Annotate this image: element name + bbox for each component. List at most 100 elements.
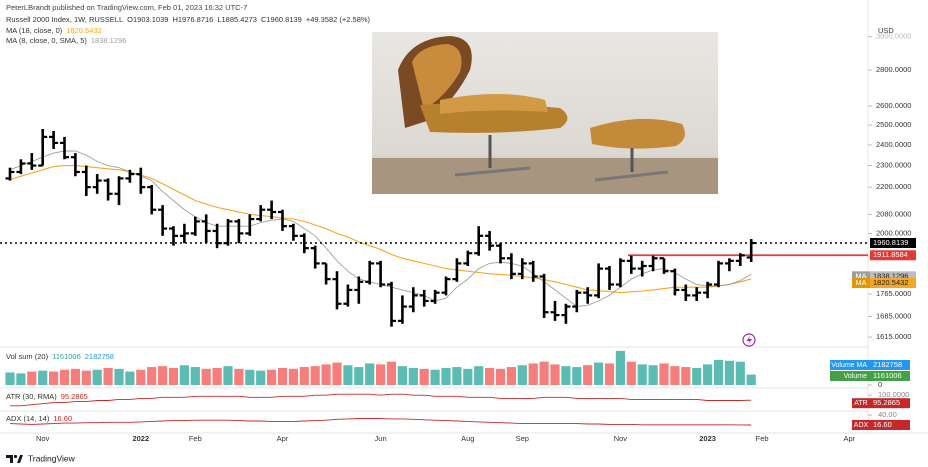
- volume-bar: [594, 362, 604, 385]
- volume-tag-name-box: [830, 371, 870, 381]
- volume-bar: [365, 363, 375, 385]
- volume-ma-tag-name-box: [830, 360, 870, 370]
- volume-bar: [539, 361, 549, 385]
- ma-name: MA (8, close, 0, SMA, 5): [6, 36, 87, 45]
- volume-tag-name: Volume: [844, 373, 867, 380]
- volume-bar: [354, 367, 364, 385]
- embedded-photo: [372, 32, 718, 194]
- volume-bar: [397, 366, 407, 385]
- ma-legend: MA (18, close, 0) 1820.5432: [6, 26, 102, 35]
- volume-bar: [158, 366, 168, 385]
- volume-ma-tag: 2182758: [873, 360, 902, 369]
- volume-bar: [517, 365, 527, 385]
- volume-bar: [615, 350, 625, 385]
- volume-bar: [713, 359, 724, 385]
- event-icon[interactable]: [742, 333, 756, 347]
- x-tick-label: Apr: [277, 434, 289, 443]
- y-tick-label: 2500.0000: [876, 120, 911, 129]
- volume-bar: [201, 368, 211, 385]
- y-tick-label: 0: [878, 380, 882, 389]
- volume-bar: [114, 368, 124, 385]
- volume-bar: [463, 368, 473, 385]
- volume-ma-tag-box: [870, 360, 910, 370]
- volume-bar: [179, 365, 189, 385]
- indicator-value: 95.2865: [61, 392, 88, 401]
- volume-bar: [256, 370, 266, 385]
- volume-bar: [212, 367, 222, 385]
- volume-bar: [70, 368, 80, 385]
- y-tick-label: 1765.0000: [876, 289, 911, 298]
- volume-bar: [550, 364, 560, 385]
- volume-bar: [474, 366, 484, 385]
- volume-title: Vol sum (20): [6, 352, 49, 361]
- volume-bar: [441, 367, 451, 385]
- volume-tag: 1161006: [873, 371, 902, 380]
- ma-tag-name: MA: [855, 278, 866, 287]
- volume-bar: [103, 367, 113, 385]
- volume-bar: [376, 364, 386, 385]
- footer-logo: [6, 454, 23, 463]
- volume-value: 1161006: [52, 352, 81, 361]
- y-tick-label: 40.00: [878, 410, 897, 419]
- ohlc-value: 1885.4273: [222, 15, 257, 24]
- indicator-tag: 95.2865: [873, 398, 900, 407]
- volume-bar: [288, 368, 298, 385]
- volume-bar: [408, 367, 418, 385]
- y-tick-label: 3000.0000: [876, 32, 911, 41]
- indicator-legend: ADX (14, 14) 16.60: [6, 414, 72, 423]
- volume-bar: [670, 366, 680, 385]
- volume-bar: [16, 373, 26, 385]
- volume-tag-box: [870, 371, 910, 381]
- x-tick-label: Nov: [36, 434, 50, 443]
- volume-bar: [692, 367, 702, 385]
- volume-bar: [703, 364, 713, 385]
- ma-tag: 1838.1296: [873, 271, 908, 280]
- volume-bar: [659, 363, 669, 385]
- ohlc-label: O: [127, 15, 133, 24]
- volume-bar: [386, 361, 397, 385]
- volume-bar: [234, 368, 244, 385]
- volume-ma-tag-name: Volume MA: [831, 362, 867, 369]
- instrument-legend: Russell 2000 Index, 1W, RUSSELL O1903.103…: [6, 15, 371, 24]
- indicator-title: ADX (14, 14): [6, 414, 50, 423]
- last-price-tag: 1960.8139: [873, 238, 908, 247]
- indicator-tag-box: [870, 419, 910, 430]
- byline: PeterLBrandt published on TradingView.co…: [6, 3, 247, 12]
- ma-tag-box: [870, 271, 916, 282]
- ohlc-value: 1960.8139: [266, 15, 301, 24]
- x-tick-label: Jun: [375, 434, 387, 443]
- volume-ma-value: 2182758: [85, 352, 114, 361]
- indicator-tag-name-box: [852, 419, 870, 430]
- x-tick-label: 2023: [699, 434, 716, 443]
- volume-bar: [506, 367, 516, 385]
- indicator-tag-box: [870, 398, 910, 409]
- level-tag-box: [870, 250, 916, 261]
- y-tick-label: 2300.0000: [876, 161, 911, 170]
- ohlc-value: 1976.8716: [178, 15, 213, 24]
- volume-bar: [495, 368, 506, 385]
- volume-bar: [310, 366, 320, 385]
- footer-brand: TradingView: [28, 453, 76, 463]
- volume-bar: [299, 367, 309, 385]
- x-tick-label: Apr: [843, 434, 855, 443]
- volume-bar: [681, 367, 691, 385]
- ohlc-value: 1903.1039: [133, 15, 168, 24]
- x-tick-label: Sep: [516, 434, 529, 443]
- y-tick-label: 2400.0000: [876, 140, 911, 149]
- volume-bar: [604, 363, 615, 385]
- ma-legend: MA (8, close, 0, SMA, 5) 1838.1296: [6, 36, 126, 45]
- volume-bar: [125, 371, 135, 385]
- ohlc-label: H: [172, 15, 177, 24]
- y-tick-label: 1685.0000: [876, 312, 911, 321]
- volume-bar: [27, 371, 37, 385]
- volume-bar: [583, 365, 593, 385]
- volume-bar: [92, 369, 102, 385]
- ohlc-label: C: [261, 15, 267, 24]
- indicator-tag-name-box: [852, 398, 870, 409]
- volume-bar: [59, 369, 70, 385]
- volume-bar: [168, 367, 179, 385]
- volume-bar: [321, 364, 331, 385]
- volume-bar: [5, 372, 15, 385]
- y-tick-label: 1615.0000: [876, 332, 911, 341]
- ma-tag: 1820.5432: [873, 278, 908, 287]
